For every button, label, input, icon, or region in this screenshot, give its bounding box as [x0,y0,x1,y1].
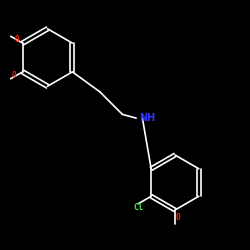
Text: O: O [175,213,180,222]
Text: O: O [12,72,17,80]
Text: O: O [14,34,19,43]
Text: NH: NH [139,113,155,123]
Text: Cl: Cl [133,203,143,212]
